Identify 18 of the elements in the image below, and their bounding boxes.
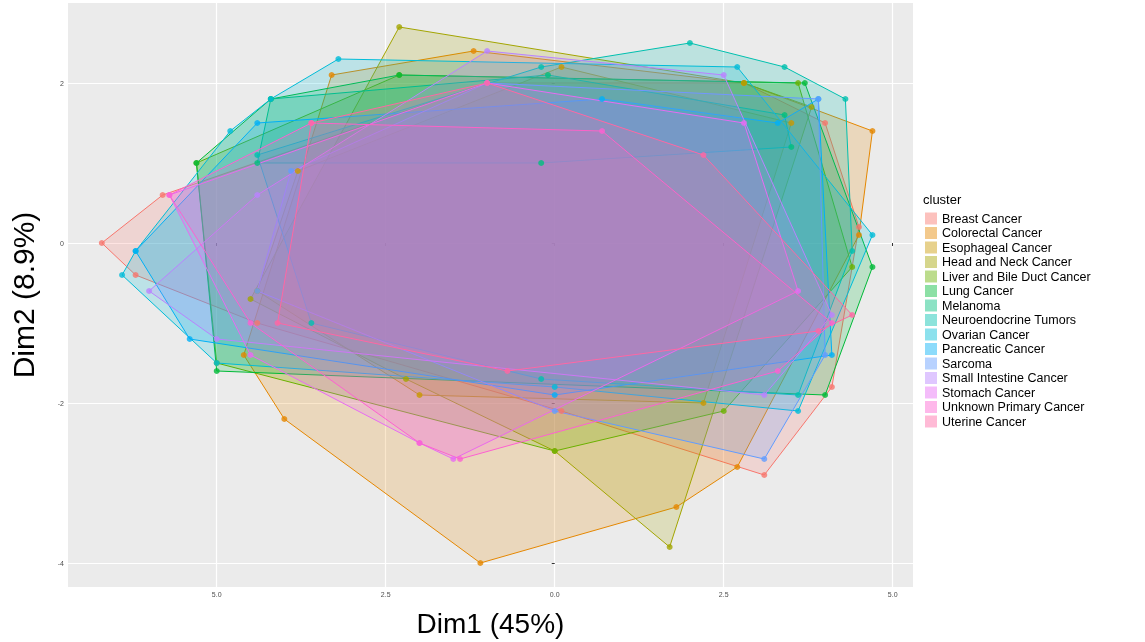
- legend-title: cluster: [923, 192, 962, 207]
- legend-label: Uterine Cancer: [942, 414, 1027, 429]
- x-axis-title: Dim1 (45%): [416, 607, 565, 639]
- legend-label: Breast Cancer: [942, 211, 1022, 226]
- legend-label: Ovarian Cancer: [942, 327, 1030, 342]
- legend-label: Pancreatic Cancer: [942, 342, 1045, 356]
- legend-label: Colorectal Cancer: [942, 226, 1043, 240]
- legend-label: Small Intestine Cancer: [942, 371, 1068, 385]
- y-axis-title: Dim2 (8.9%): [6, 211, 40, 379]
- legend-label: Head and Neck Cancer: [942, 255, 1072, 269]
- legend-label: Unknown Primary Cancer: [942, 400, 1085, 414]
- legend-label: Liver and Bile Duct Cancer: [942, 269, 1091, 284]
- legend-label: Sarcoma: [942, 356, 993, 371]
- legend-label: Lung Cancer: [942, 284, 1014, 298]
- legend-label: Stomach Cancer: [942, 385, 1036, 400]
- legend-label: Neuroendocrine Tumors: [942, 313, 1077, 327]
- legend-label: Melanoma: [942, 298, 1001, 313]
- legend-label: Esophageal Cancer: [942, 240, 1052, 255]
